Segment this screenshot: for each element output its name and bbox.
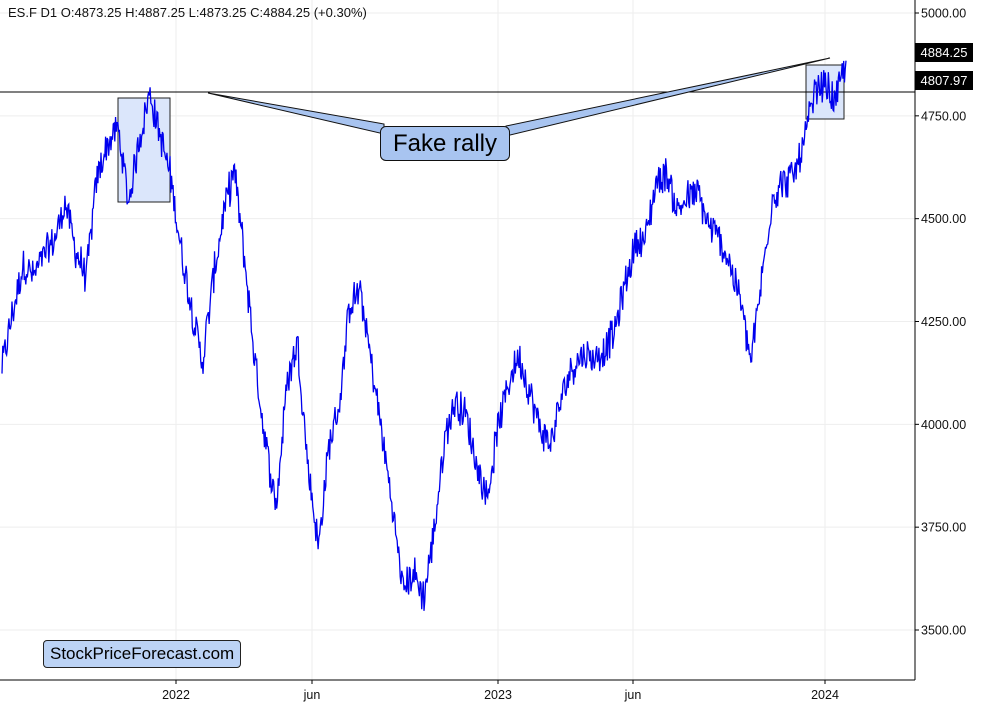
- last-price-tag: 4884.25: [915, 43, 973, 62]
- y-tick-label: 5000.00: [921, 7, 966, 21]
- y-axis-ticks: 5000.00 4750.00 4500.00 4250.00 4000.00 3750.…: [915, 7, 966, 638]
- y-tick-label: 3500.00: [921, 624, 966, 638]
- y-tick-label: 4750.00: [921, 109, 966, 123]
- y-tick-label: 4000.00: [921, 418, 966, 432]
- x-tick-label: 2024: [811, 688, 839, 702]
- level-price-tag: 4807.97: [915, 71, 973, 90]
- fake-rally-callout: Fake rally: [380, 126, 510, 161]
- x-tick-label: jun: [624, 688, 642, 702]
- x-tick-label: 2023: [484, 688, 512, 702]
- axes: [0, 0, 916, 681]
- ohlc-readout: ES.F D1 O:4873.25 H:4887.25 L:4873.25 C:…: [8, 5, 367, 20]
- pointer-to-second-top: [505, 57, 831, 137]
- x-tick-label: 2022: [162, 688, 190, 702]
- callout-pointers: [207, 57, 831, 137]
- x-axis-ticks: 2022 jun 2023 jun 2024: [162, 680, 839, 702]
- pointer-to-first-top: [207, 92, 385, 135]
- y-tick-label: 4250.00: [921, 315, 966, 329]
- price-series-line: [1, 60, 847, 611]
- y-tick-label: 3750.00: [921, 521, 966, 535]
- x-tick-label: jun: [303, 688, 321, 702]
- y-tick-label: 4500.00: [921, 212, 966, 226]
- brand-label: StockPriceForecast.com: [43, 640, 242, 668]
